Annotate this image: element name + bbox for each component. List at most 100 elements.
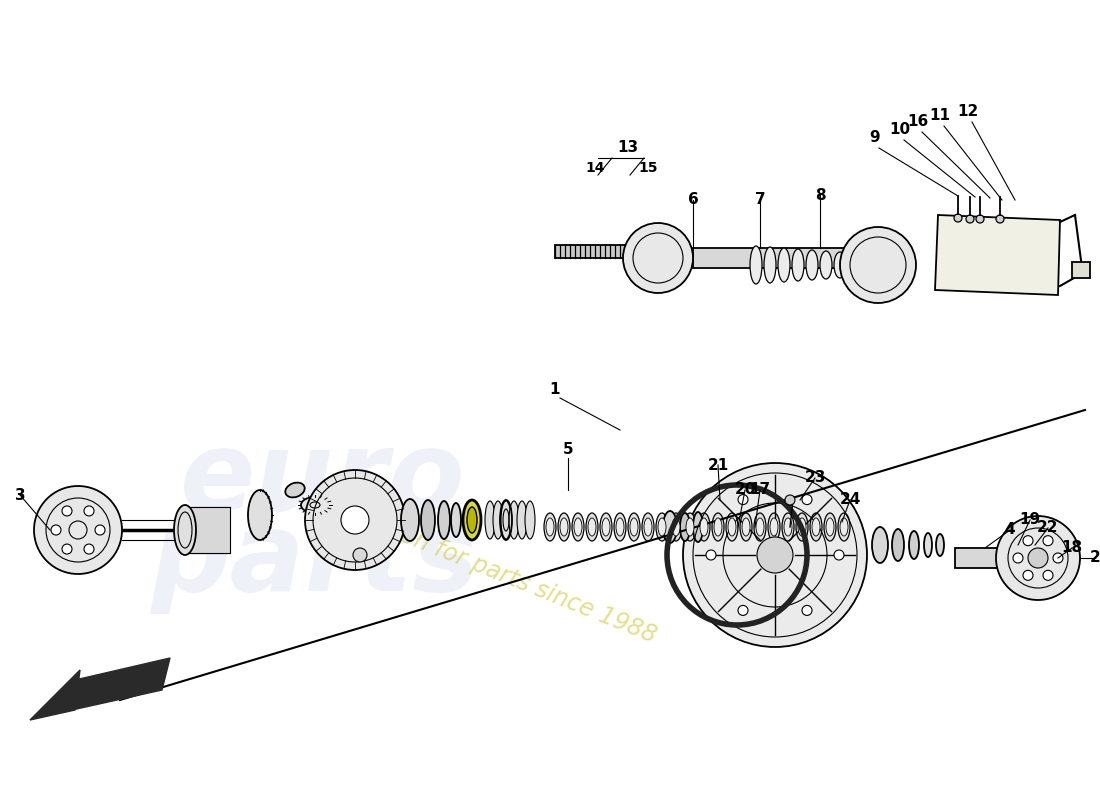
Circle shape bbox=[95, 525, 104, 535]
Circle shape bbox=[305, 470, 405, 570]
Circle shape bbox=[996, 516, 1080, 600]
Ellipse shape bbox=[768, 513, 780, 541]
Text: 7: 7 bbox=[755, 193, 766, 207]
Ellipse shape bbox=[451, 503, 461, 537]
Circle shape bbox=[738, 494, 748, 505]
Ellipse shape bbox=[421, 500, 434, 540]
Text: 10: 10 bbox=[890, 122, 911, 138]
Polygon shape bbox=[72, 658, 170, 710]
Bar bbox=[955, 548, 1040, 568]
Ellipse shape bbox=[616, 518, 624, 536]
Text: 5: 5 bbox=[563, 442, 573, 458]
Bar bbox=[1072, 262, 1090, 278]
Ellipse shape bbox=[558, 513, 570, 541]
Text: 2: 2 bbox=[1090, 550, 1100, 566]
Circle shape bbox=[1023, 536, 1033, 546]
Ellipse shape bbox=[517, 501, 527, 539]
Ellipse shape bbox=[248, 490, 272, 540]
Ellipse shape bbox=[924, 533, 932, 557]
Circle shape bbox=[84, 506, 94, 516]
Ellipse shape bbox=[810, 513, 822, 541]
Ellipse shape bbox=[680, 513, 690, 541]
Circle shape bbox=[341, 506, 368, 534]
Ellipse shape bbox=[812, 518, 820, 536]
Ellipse shape bbox=[402, 499, 419, 541]
Circle shape bbox=[1013, 553, 1023, 563]
Circle shape bbox=[683, 463, 867, 647]
Ellipse shape bbox=[798, 518, 806, 536]
Circle shape bbox=[802, 494, 812, 505]
Circle shape bbox=[954, 214, 962, 222]
Ellipse shape bbox=[784, 518, 792, 536]
Ellipse shape bbox=[285, 482, 305, 498]
Bar bbox=[185, 507, 230, 553]
Ellipse shape bbox=[658, 518, 666, 536]
Text: 15: 15 bbox=[638, 161, 658, 175]
Bar bbox=[556, 245, 645, 258]
Ellipse shape bbox=[712, 513, 724, 541]
Ellipse shape bbox=[544, 513, 556, 541]
Text: 24: 24 bbox=[839, 493, 860, 507]
Circle shape bbox=[34, 486, 122, 574]
Circle shape bbox=[1023, 570, 1033, 580]
Ellipse shape bbox=[742, 518, 750, 536]
Text: 19: 19 bbox=[1020, 513, 1041, 527]
Text: a passion for parts since 1988: a passion for parts since 1988 bbox=[320, 492, 660, 648]
Ellipse shape bbox=[600, 513, 612, 541]
Ellipse shape bbox=[750, 246, 762, 284]
Text: 22: 22 bbox=[1037, 521, 1058, 535]
Ellipse shape bbox=[892, 529, 904, 561]
Ellipse shape bbox=[693, 512, 703, 542]
Text: 17: 17 bbox=[749, 482, 771, 498]
Text: parts: parts bbox=[150, 506, 478, 614]
Circle shape bbox=[623, 223, 693, 293]
Text: 23: 23 bbox=[804, 470, 826, 486]
Ellipse shape bbox=[572, 513, 584, 541]
Circle shape bbox=[1043, 570, 1053, 580]
Ellipse shape bbox=[806, 250, 818, 280]
Ellipse shape bbox=[740, 513, 752, 541]
Ellipse shape bbox=[586, 513, 598, 541]
Ellipse shape bbox=[509, 501, 519, 539]
Text: 1: 1 bbox=[550, 382, 560, 398]
Ellipse shape bbox=[628, 513, 640, 541]
Ellipse shape bbox=[656, 513, 668, 541]
Circle shape bbox=[966, 215, 974, 223]
Ellipse shape bbox=[525, 501, 535, 539]
Ellipse shape bbox=[770, 518, 778, 536]
Ellipse shape bbox=[468, 507, 477, 533]
Ellipse shape bbox=[834, 252, 846, 278]
Text: 21: 21 bbox=[707, 458, 728, 473]
Ellipse shape bbox=[546, 518, 554, 536]
Ellipse shape bbox=[574, 518, 582, 536]
Ellipse shape bbox=[756, 518, 764, 536]
Text: 20: 20 bbox=[735, 482, 756, 498]
Ellipse shape bbox=[560, 518, 568, 536]
Ellipse shape bbox=[840, 518, 848, 536]
Circle shape bbox=[1043, 536, 1053, 546]
Ellipse shape bbox=[820, 251, 832, 279]
Circle shape bbox=[1053, 553, 1063, 563]
Bar bbox=[693, 248, 864, 268]
Circle shape bbox=[62, 506, 72, 516]
Ellipse shape bbox=[700, 518, 708, 536]
Ellipse shape bbox=[782, 513, 794, 541]
Ellipse shape bbox=[642, 513, 654, 541]
Ellipse shape bbox=[909, 531, 918, 559]
Text: 12: 12 bbox=[957, 105, 979, 119]
Text: 8: 8 bbox=[815, 187, 825, 202]
Ellipse shape bbox=[614, 513, 626, 541]
Circle shape bbox=[51, 525, 60, 535]
Ellipse shape bbox=[588, 518, 596, 536]
Circle shape bbox=[738, 606, 748, 615]
Text: 14: 14 bbox=[585, 161, 605, 175]
Circle shape bbox=[1028, 548, 1048, 568]
Ellipse shape bbox=[796, 513, 808, 541]
Ellipse shape bbox=[602, 518, 610, 536]
Ellipse shape bbox=[778, 248, 790, 282]
Ellipse shape bbox=[714, 518, 722, 536]
Circle shape bbox=[976, 215, 984, 223]
Circle shape bbox=[840, 227, 916, 303]
Ellipse shape bbox=[824, 513, 836, 541]
Ellipse shape bbox=[463, 500, 481, 540]
